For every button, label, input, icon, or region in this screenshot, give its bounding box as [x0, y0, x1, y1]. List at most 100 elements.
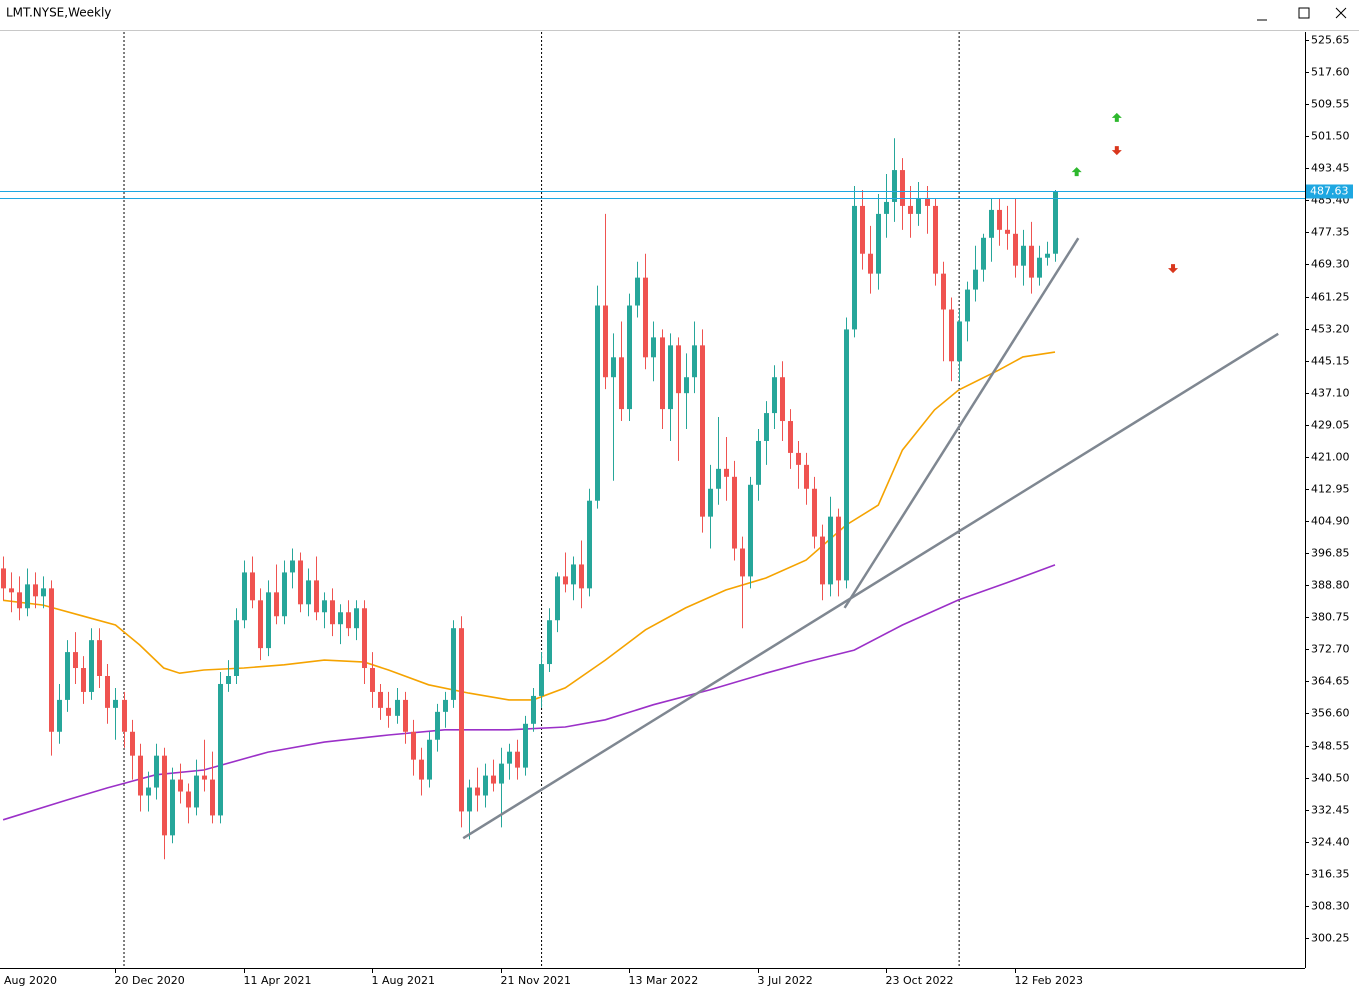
- candle-body: [892, 170, 897, 202]
- candle-body: [443, 699, 448, 712]
- candle-body: [370, 668, 375, 692]
- candle-body: [651, 337, 656, 358]
- candle-body: [900, 170, 905, 206]
- candle-body: [965, 289, 970, 322]
- candle-body: [194, 775, 199, 808]
- candle-body: [828, 516, 833, 585]
- candle-body: [868, 253, 873, 274]
- candle-body: [684, 377, 689, 394]
- candle-body: [933, 205, 938, 274]
- candle-body: [338, 612, 343, 625]
- candle-body: [973, 269, 978, 290]
- candle-body: [346, 612, 351, 629]
- candle-body: [724, 468, 729, 477]
- candle-body: [531, 695, 536, 724]
- candle-body: [941, 273, 946, 310]
- y-tick-label: 316.35: [1311, 868, 1350, 881]
- y-tick-label: 380.75: [1311, 611, 1350, 624]
- moving-average: [2, 564, 1056, 821]
- candle-body: [555, 576, 560, 621]
- x-tick-label: 23 Oct 2022: [886, 974, 954, 987]
- candle-body: [997, 209, 1002, 230]
- candle-body: [57, 699, 62, 732]
- candle-body: [105, 675, 110, 708]
- signal-arrow: [1111, 112, 1122, 122]
- candle-body: [884, 201, 889, 214]
- candle-body: [1045, 253, 1050, 258]
- candle-body: [836, 516, 841, 581]
- y-tick-label: 404.90: [1311, 515, 1350, 528]
- candle-body: [611, 357, 616, 378]
- y-tick-label: 348.55: [1311, 740, 1350, 753]
- candle-body: [1029, 245, 1034, 278]
- close-button[interactable]: [1335, 7, 1347, 19]
- y-tick-label: 396.85: [1311, 547, 1350, 560]
- candle-body: [362, 608, 367, 669]
- candle-body: [178, 779, 183, 792]
- axes: 525.65517.60509.55501.50493.45485.40477.…: [0, 34, 1353, 987]
- maximize-button[interactable]: [1298, 7, 1310, 19]
- candle-body: [587, 500, 592, 589]
- candle-body: [844, 329, 849, 581]
- candle-body: [692, 345, 697, 378]
- candle-body: [451, 628, 456, 700]
- candle-body: [916, 197, 921, 214]
- candle-body: [1053, 191, 1058, 254]
- candle-body: [322, 600, 327, 613]
- candle-body: [290, 560, 295, 573]
- candle-body: [643, 277, 648, 358]
- candle-body: [306, 580, 311, 605]
- candle-body: [748, 484, 753, 577]
- candle-body: [162, 755, 167, 836]
- candle-body: [282, 572, 287, 617]
- price-label: 487.63: [1310, 185, 1349, 198]
- y-tick-label: 493.45: [1311, 162, 1350, 175]
- y-tick-label: 388.80: [1311, 579, 1350, 592]
- signal-arrow: [1168, 264, 1179, 274]
- signal-arrow: [1071, 167, 1082, 177]
- y-tick-label: 340.50: [1311, 772, 1350, 785]
- candle-body: [218, 683, 223, 816]
- x-tick-label: 13 Mar 2022: [629, 974, 699, 987]
- candle-body: [130, 731, 135, 756]
- candle-body: [547, 620, 552, 665]
- candle-body: [925, 197, 930, 206]
- candle-body: [708, 488, 713, 517]
- candle-body: [852, 205, 857, 330]
- x-tick-label: 20 Dec 2020: [115, 974, 185, 987]
- candle-body: [1013, 233, 1018, 266]
- y-tick-label: 324.40: [1311, 836, 1350, 849]
- y-tick-label: 372.70: [1311, 643, 1350, 656]
- moving-average: [3, 351, 1056, 701]
- x-tick-label: 21 Nov 2021: [501, 974, 571, 987]
- candle-body: [226, 675, 231, 684]
- candle-body: [242, 572, 247, 621]
- candle-body: [539, 664, 544, 696]
- candle-body: [772, 377, 777, 414]
- x-tick-label: 3 Jul 2022: [758, 974, 813, 987]
- candle-body: [170, 779, 175, 836]
- candle-body: [258, 600, 263, 649]
- candle-body: [635, 277, 640, 306]
- candle-body: [523, 723, 528, 768]
- candle-body: [419, 759, 424, 780]
- candle-body: [330, 600, 335, 625]
- y-tick-label: 461.25: [1311, 291, 1350, 304]
- y-tick-label: 421.00: [1311, 451, 1350, 464]
- candle-body: [435, 711, 440, 740]
- candle-body: [186, 791, 191, 808]
- x-tick-label: 30 Aug 2020: [0, 974, 57, 987]
- candle-body: [81, 668, 86, 692]
- x-tick-label: 12 Feb 2023: [1015, 974, 1083, 987]
- candle-body: [49, 588, 54, 732]
- candle-body: [427, 739, 432, 780]
- candle-body: [989, 209, 994, 238]
- y-tick-label: 429.05: [1311, 419, 1350, 432]
- candle-body: [354, 608, 359, 629]
- candle-body: [65, 652, 70, 700]
- x-tick-label: 1 Aug 2021: [372, 974, 435, 987]
- y-tick-label: 501.50: [1311, 130, 1350, 143]
- candle-body: [403, 699, 408, 732]
- signal-arrow: [1111, 146, 1122, 156]
